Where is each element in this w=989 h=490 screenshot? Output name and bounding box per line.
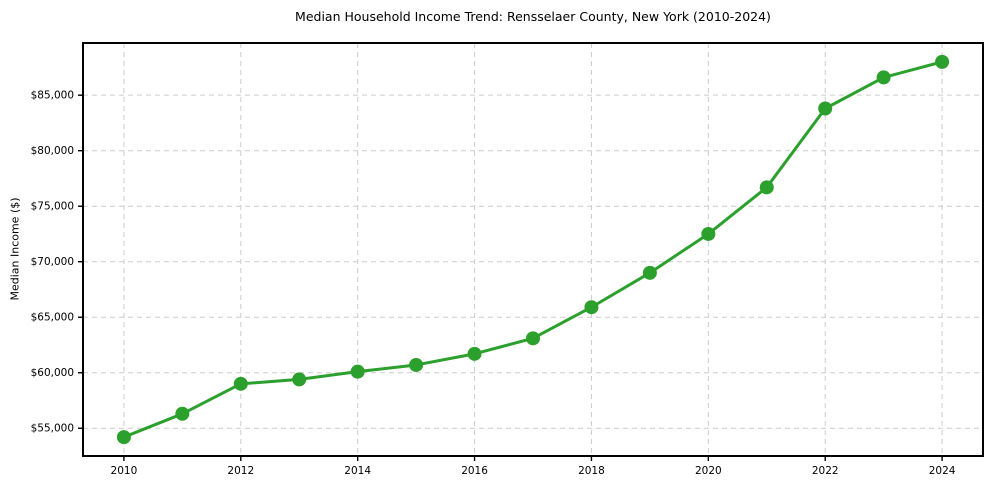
x-tick-label: 2020: [695, 465, 722, 477]
x-tick-label: 2016: [461, 465, 488, 477]
x-tick-label: 2024: [929, 465, 956, 477]
y-tick-label: $60,000: [31, 367, 74, 379]
x-tick-label: 2022: [812, 465, 839, 477]
x-tick-label: 2010: [111, 465, 138, 477]
y-tick-label: $75,000: [31, 201, 74, 213]
data-point: [292, 372, 307, 387]
data-point: [116, 430, 131, 445]
data-point: [584, 300, 599, 315]
data-point: [818, 101, 833, 116]
data-point: [935, 54, 950, 69]
data-point: [759, 180, 774, 195]
y-tick-label: $80,000: [31, 145, 74, 157]
data-point: [642, 265, 657, 280]
data-point: [701, 226, 716, 241]
data-point: [233, 376, 248, 391]
x-tick-label: 2012: [227, 465, 254, 477]
data-point: [876, 70, 891, 85]
x-tick-label: 2018: [578, 465, 605, 477]
y-tick-label: $55,000: [31, 423, 74, 435]
y-tick-label: $70,000: [31, 256, 74, 268]
y-axis-label: Median Income ($): [8, 197, 22, 301]
data-point: [350, 364, 365, 379]
data-point: [526, 331, 540, 346]
y-tick-label: $85,000: [31, 90, 74, 102]
x-tick-label: 2014: [344, 465, 371, 477]
data-point: [409, 357, 424, 372]
y-tick-label: $65,000: [31, 312, 74, 324]
data-point: [467, 346, 482, 361]
data-point: [175, 406, 190, 421]
chart-title: Median Household Income Trend: Rensselae…: [295, 9, 771, 24]
plot-border: [82, 42, 984, 457]
